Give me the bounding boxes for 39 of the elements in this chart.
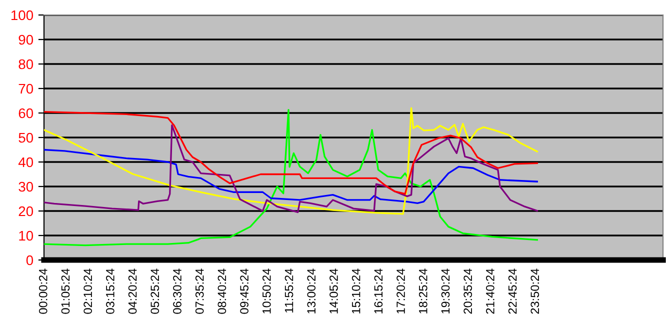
y-tick-label: 50 [18,132,34,143]
y-tick-label: 70 [18,84,34,94]
x-tick-label: 03:15:24 [106,268,114,314]
line-series [44,108,538,246]
line-series [44,110,538,195]
x-tick-label: 10:50:24 [262,268,271,314]
y-tick-label: 90 [18,34,34,45]
line-series [44,107,538,215]
x-tick-label: 09:45:24 [240,268,248,314]
y-tick-label: 30 [18,182,34,192]
x-tick-label: 19:30:24 [441,268,450,314]
x-tick-label: 13:00:24 [307,268,316,314]
x-tick-label: 22:45:24 [508,268,517,314]
x-tick-label: 14:05:24 [330,268,338,314]
y-tick-label: 80 [18,59,34,70]
line-series [44,148,538,204]
x-tick-label: 11:55:24 [284,268,294,313]
x-tick-label: 08:40:24 [218,268,226,314]
y-tick-label: 20 [18,206,34,216]
y-tick-label: 40 [18,157,34,168]
x-tick-label: 06:30:24 [173,268,182,314]
x-tick-label: 20:35:24 [464,268,472,314]
x-tick-label: 17:20:24 [396,268,405,314]
x-tick-label: 02:10:24 [84,268,92,314]
line-series [44,124,538,214]
x-tick-label: 07:35:24 [195,268,204,314]
x-tick-label: 16:15:24 [374,268,383,314]
y-tick-label: 0 [26,255,34,266]
y-tick-label: 10 [19,230,34,241]
x-tick-label: 23:50:24 [530,268,540,314]
y-tick-label: 60 [18,108,34,118]
x-tick-label: 21:40:24 [486,268,494,314]
x-tick-label: 04:20:24 [128,268,137,314]
y-tick-label: 100 [11,10,34,20]
x-tick-label: 01:05:24 [61,268,70,314]
x-tick-label: 15:10:24 [352,268,360,314]
x-tick-label: 18:25:24 [418,268,428,314]
x-tick-label: 00:00:24 [38,268,48,314]
x-tick-label: 05:25:24 [150,268,160,314]
